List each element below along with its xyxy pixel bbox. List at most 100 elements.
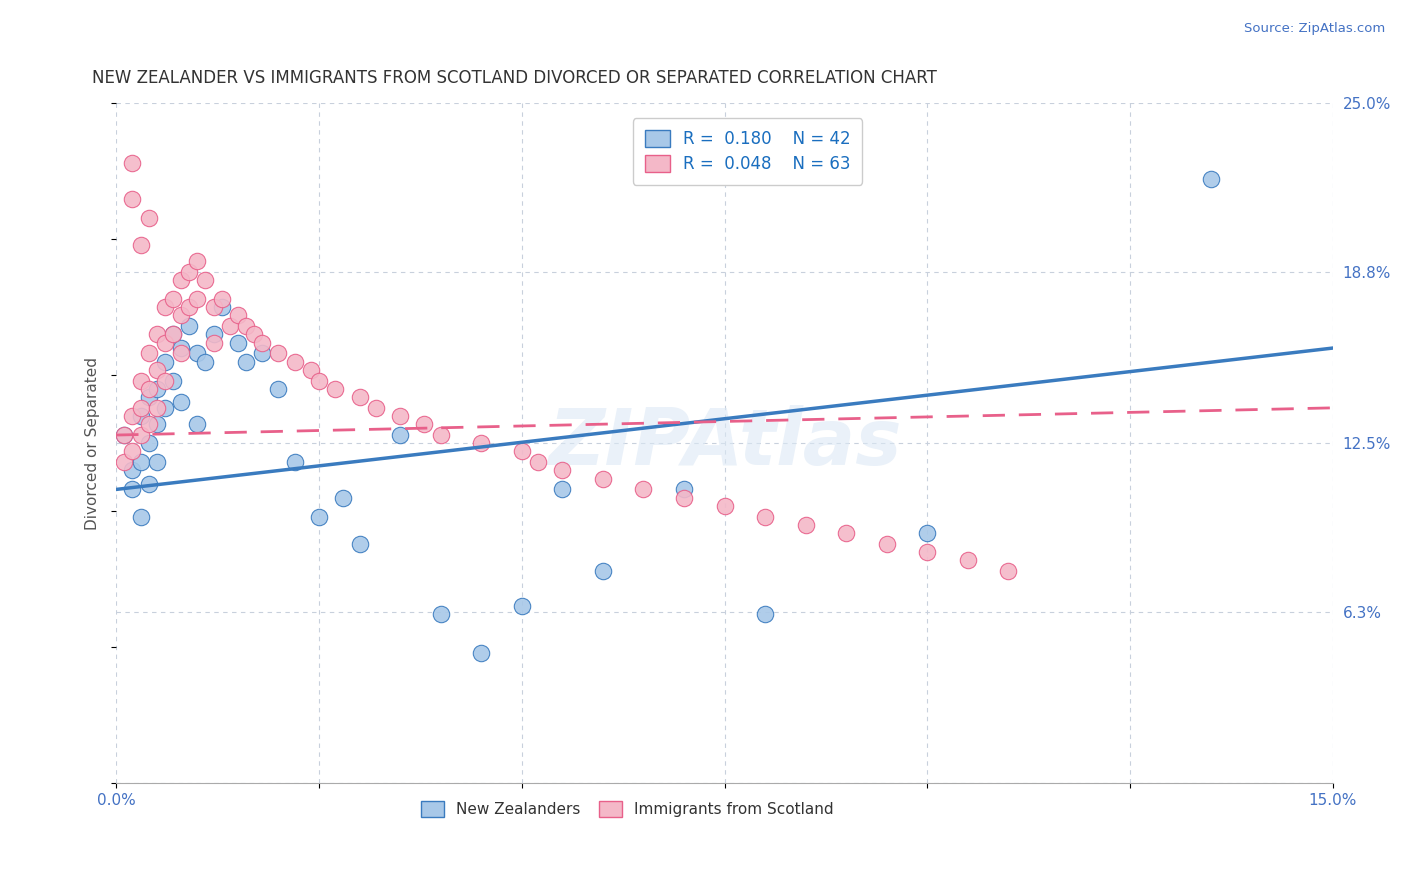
Point [146, 382, 169, 396]
Point [179, 265, 201, 279]
Point [162, 292, 184, 306]
Point [202, 335, 225, 350]
Point [592, 564, 614, 578]
Point [170, 309, 193, 323]
Point [308, 509, 330, 524]
Point [389, 409, 412, 423]
Point [835, 525, 858, 540]
Point [551, 483, 574, 497]
Point [112, 428, 135, 442]
Point [202, 300, 225, 314]
Text: ZIPAtlas: ZIPAtlas [548, 405, 901, 481]
Point [299, 363, 322, 377]
Point [527, 455, 550, 469]
Point [186, 292, 208, 306]
Point [138, 390, 160, 404]
Point [170, 346, 193, 360]
Point [138, 417, 160, 432]
Point [162, 327, 184, 342]
Point [754, 509, 776, 524]
Point [267, 382, 290, 396]
Point [349, 537, 371, 551]
Legend: New Zealanders, Immigrants from Scotland: New Zealanders, Immigrants from Scotland [415, 795, 839, 823]
Point [138, 211, 160, 225]
Point [211, 300, 233, 314]
Point [121, 463, 143, 477]
Point [754, 607, 776, 622]
Point [112, 455, 135, 469]
Point [186, 346, 208, 360]
Point [592, 471, 614, 485]
Point [153, 300, 176, 314]
Point [146, 363, 169, 377]
Point [673, 483, 696, 497]
Point [138, 477, 160, 491]
Point [284, 354, 307, 368]
Point [876, 537, 898, 551]
Point [470, 436, 492, 450]
Point [633, 483, 655, 497]
Point [956, 553, 979, 567]
Point [153, 335, 176, 350]
Point [121, 156, 143, 170]
Point [179, 300, 201, 314]
Point [349, 390, 371, 404]
Point [129, 237, 152, 252]
Point [226, 309, 249, 323]
Point [194, 354, 217, 368]
Y-axis label: Divorced or Separated: Divorced or Separated [86, 357, 100, 530]
Point [364, 401, 387, 415]
Point [146, 417, 169, 432]
Point [153, 354, 176, 368]
Point [129, 409, 152, 423]
Point [226, 335, 249, 350]
Point [323, 382, 346, 396]
Point [211, 292, 233, 306]
Point [162, 374, 184, 388]
Point [121, 483, 143, 497]
Point [186, 254, 208, 268]
Point [510, 599, 533, 614]
Point [179, 319, 201, 334]
Point [202, 327, 225, 342]
Text: Source: ZipAtlas.com: Source: ZipAtlas.com [1244, 22, 1385, 36]
Point [146, 455, 169, 469]
Point [284, 455, 307, 469]
Point [267, 346, 290, 360]
Point [162, 327, 184, 342]
Point [235, 319, 257, 334]
Point [129, 374, 152, 388]
Point [146, 401, 169, 415]
Point [917, 525, 939, 540]
Point [551, 463, 574, 477]
Point [252, 346, 274, 360]
Point [138, 382, 160, 396]
Point [673, 491, 696, 505]
Point [186, 417, 208, 432]
Point [413, 417, 436, 432]
Point [194, 273, 217, 287]
Point [138, 436, 160, 450]
Point [243, 327, 266, 342]
Point [429, 607, 451, 622]
Point [1199, 172, 1222, 186]
Point [129, 509, 152, 524]
Point [129, 401, 152, 415]
Point [235, 354, 257, 368]
Point [138, 346, 160, 360]
Point [510, 444, 533, 458]
Point [308, 374, 330, 388]
Point [470, 646, 492, 660]
Point [252, 335, 274, 350]
Point [332, 491, 354, 505]
Point [170, 273, 193, 287]
Point [794, 517, 817, 532]
Point [997, 564, 1019, 578]
Point [713, 499, 735, 513]
Point [129, 455, 152, 469]
Point [170, 341, 193, 355]
Point [153, 374, 176, 388]
Point [146, 327, 169, 342]
Point [389, 428, 412, 442]
Point [170, 395, 193, 409]
